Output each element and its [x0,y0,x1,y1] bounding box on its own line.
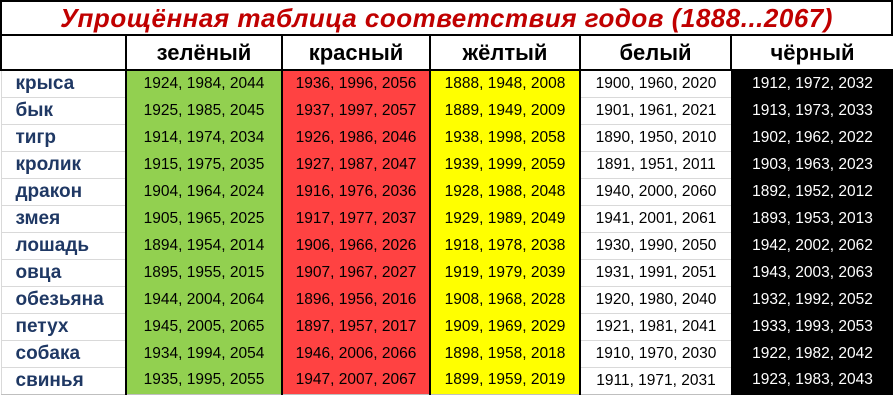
table-row: лошадь 1894, 1954, 2014 1906, 1966, 2026 19… [0,232,893,260]
years-cell-black: 1943, 2003, 2063 [731,259,893,286]
table-row: крыса 1924, 1984, 2044 1936, 1996, 2056 188… [0,70,893,98]
table-row: змея 1905, 1965, 2025 1917, 1977, 2037 1929… [0,205,893,233]
animal-cell: собака [0,340,126,368]
years-cell-green: 1934, 1994, 2054 [125,340,283,367]
table-row: тигр 1914, 1974, 2034 1926, 1986, 2046 1938… [0,124,893,152]
animal-cell: петух [0,313,126,341]
years-cell-green: 1895, 1955, 2015 [125,259,283,286]
column-header-green: зелёный [125,36,283,71]
table-row: собака 1934, 1994, 2054 1946, 2006, 2066 18… [0,340,893,368]
years-cell-black: 1903, 1963, 2023 [731,151,893,178]
years-cell-black: 1942, 2002, 2062 [731,232,893,259]
table-row: обезьяна 1944, 2004, 2064 1896, 1956, 2016… [0,286,893,314]
years-cell-red: 1907, 1967, 2027 [282,259,431,286]
years-cell-black: 1923, 1983, 2043 [731,367,893,395]
animal-cell: кролик [0,151,126,179]
table-row: кролик 1915, 1975, 2035 1927, 1987, 2047 19… [0,151,893,179]
years-cell-red: 1946, 2006, 2066 [282,340,431,367]
years-cell-yellow: 1899, 1959, 2019 [430,367,581,395]
years-cell-green: 1915, 1975, 2035 [125,151,283,178]
years-cell-black: 1913, 1973, 2033 [731,97,893,124]
years-cell-white: 1900, 1960, 2020 [580,70,731,98]
animal-cell: свинья [0,367,126,395]
years-cell-green: 1944, 2004, 2064 [125,286,283,313]
animal-cell: лошадь [0,232,126,260]
years-cell-yellow: 1918, 1978, 2038 [430,232,581,259]
correspondence-table: зелёный красный жёлтый белый чёрный крыса 192… [0,36,893,395]
table-row: бык 1925, 1985, 2045 1937, 1997, 2057 1889,… [0,97,893,125]
years-cell-yellow: 1888, 1948, 2008 [430,70,581,97]
animal-cell: крыса [0,70,126,98]
animal-cell: овца [0,259,126,287]
years-cell-white: 1911, 1971, 2031 [580,367,731,395]
animal-cell: обезьяна [0,286,126,314]
years-cell-green: 1914, 1974, 2034 [125,124,283,151]
animal-cell: бык [0,97,126,125]
years-cell-yellow: 1929, 1989, 2049 [430,205,581,232]
years-cell-red: 1936, 1996, 2056 [282,70,431,97]
years-cell-green: 1945, 2005, 2065 [125,313,283,340]
years-cell-red: 1927, 1987, 2047 [282,151,431,178]
years-cell-white: 1921, 1981, 2041 [580,313,731,341]
years-cell-yellow: 1909, 1969, 2029 [430,313,581,340]
years-cell-red: 1947, 2007, 2067 [282,367,431,395]
years-cell-white: 1890, 1950, 2010 [580,124,731,152]
table-title: Упрощённая таблица соответствия годов (1… [0,0,893,36]
years-cell-red: 1926, 1986, 2046 [282,124,431,151]
years-cell-white: 1931, 1991, 2051 [580,259,731,287]
column-header-yellow: жёлтый [429,36,581,71]
years-cell-yellow: 1919, 1979, 2039 [430,259,581,286]
years-cell-black: 1902, 1962, 2022 [731,124,893,151]
years-cell-red: 1896, 1956, 2016 [282,286,431,313]
years-cell-green: 1905, 1965, 2025 [125,205,283,232]
years-cell-yellow: 1928, 1988, 2048 [430,178,581,205]
years-cell-black: 1922, 1982, 2042 [731,340,893,367]
years-cell-white: 1891, 1951, 2011 [580,151,731,179]
column-header-red: красный [281,36,431,71]
years-cell-black: 1933, 1993, 2053 [731,313,893,340]
header-row: зелёный красный жёлтый белый чёрный [0,36,893,71]
years-cell-white: 1930, 1990, 2050 [580,232,731,260]
years-cell-red: 1916, 1976, 2036 [282,178,431,205]
animal-cell: змея [0,205,126,233]
table-row: петух 1945, 2005, 2065 1897, 1957, 2017 190… [0,313,893,341]
years-cell-yellow: 1898, 1958, 2018 [430,340,581,367]
years-cell-white: 1941, 2001, 2061 [580,205,731,233]
years-cell-green: 1904, 1964, 2024 [125,178,283,205]
table-row: свинья 1935, 1995, 2055 1947, 2007, 2067 18… [0,367,893,395]
years-cell-green: 1925, 1985, 2045 [125,97,283,124]
corner-cell [0,36,127,71]
years-cell-white: 1940, 2000, 2060 [580,178,731,206]
years-cell-black: 1912, 1972, 2032 [731,70,893,97]
animal-cell: тигр [0,124,126,152]
years-cell-yellow: 1938, 1998, 2058 [430,124,581,151]
animal-cell: дракон [0,178,126,206]
years-cell-red: 1897, 1957, 2017 [282,313,431,340]
years-cell-black: 1932, 1992, 2052 [731,286,893,313]
column-header-white: белый [579,36,732,71]
years-cell-yellow: 1889, 1949, 2009 [430,97,581,124]
years-cell-yellow: 1908, 1968, 2028 [430,286,581,313]
years-cell-green: 1894, 1954, 2014 [125,232,283,259]
years-cell-white: 1901, 1961, 2021 [580,97,731,125]
table-row: овца 1895, 1955, 2015 1907, 1967, 2027 1919… [0,259,893,287]
years-cell-green: 1935, 1995, 2055 [125,367,283,395]
years-cell-green: 1924, 1984, 2044 [125,70,283,97]
years-cell-yellow: 1939, 1999, 2059 [430,151,581,178]
years-cell-black: 1893, 1953, 2013 [731,205,893,232]
years-cell-black: 1892, 1952, 2012 [731,178,893,205]
column-header-black: чёрный [730,36,893,71]
years-cell-white: 1910, 1970, 2030 [580,340,731,368]
table-row: дракон 1904, 1964, 2024 1916, 1976, 2036 19… [0,178,893,206]
years-cell-red: 1937, 1997, 2057 [282,97,431,124]
years-cell-red: 1917, 1977, 2037 [282,205,431,232]
years-cell-white: 1920, 1980, 2040 [580,286,731,314]
years-cell-red: 1906, 1966, 2026 [282,232,431,259]
